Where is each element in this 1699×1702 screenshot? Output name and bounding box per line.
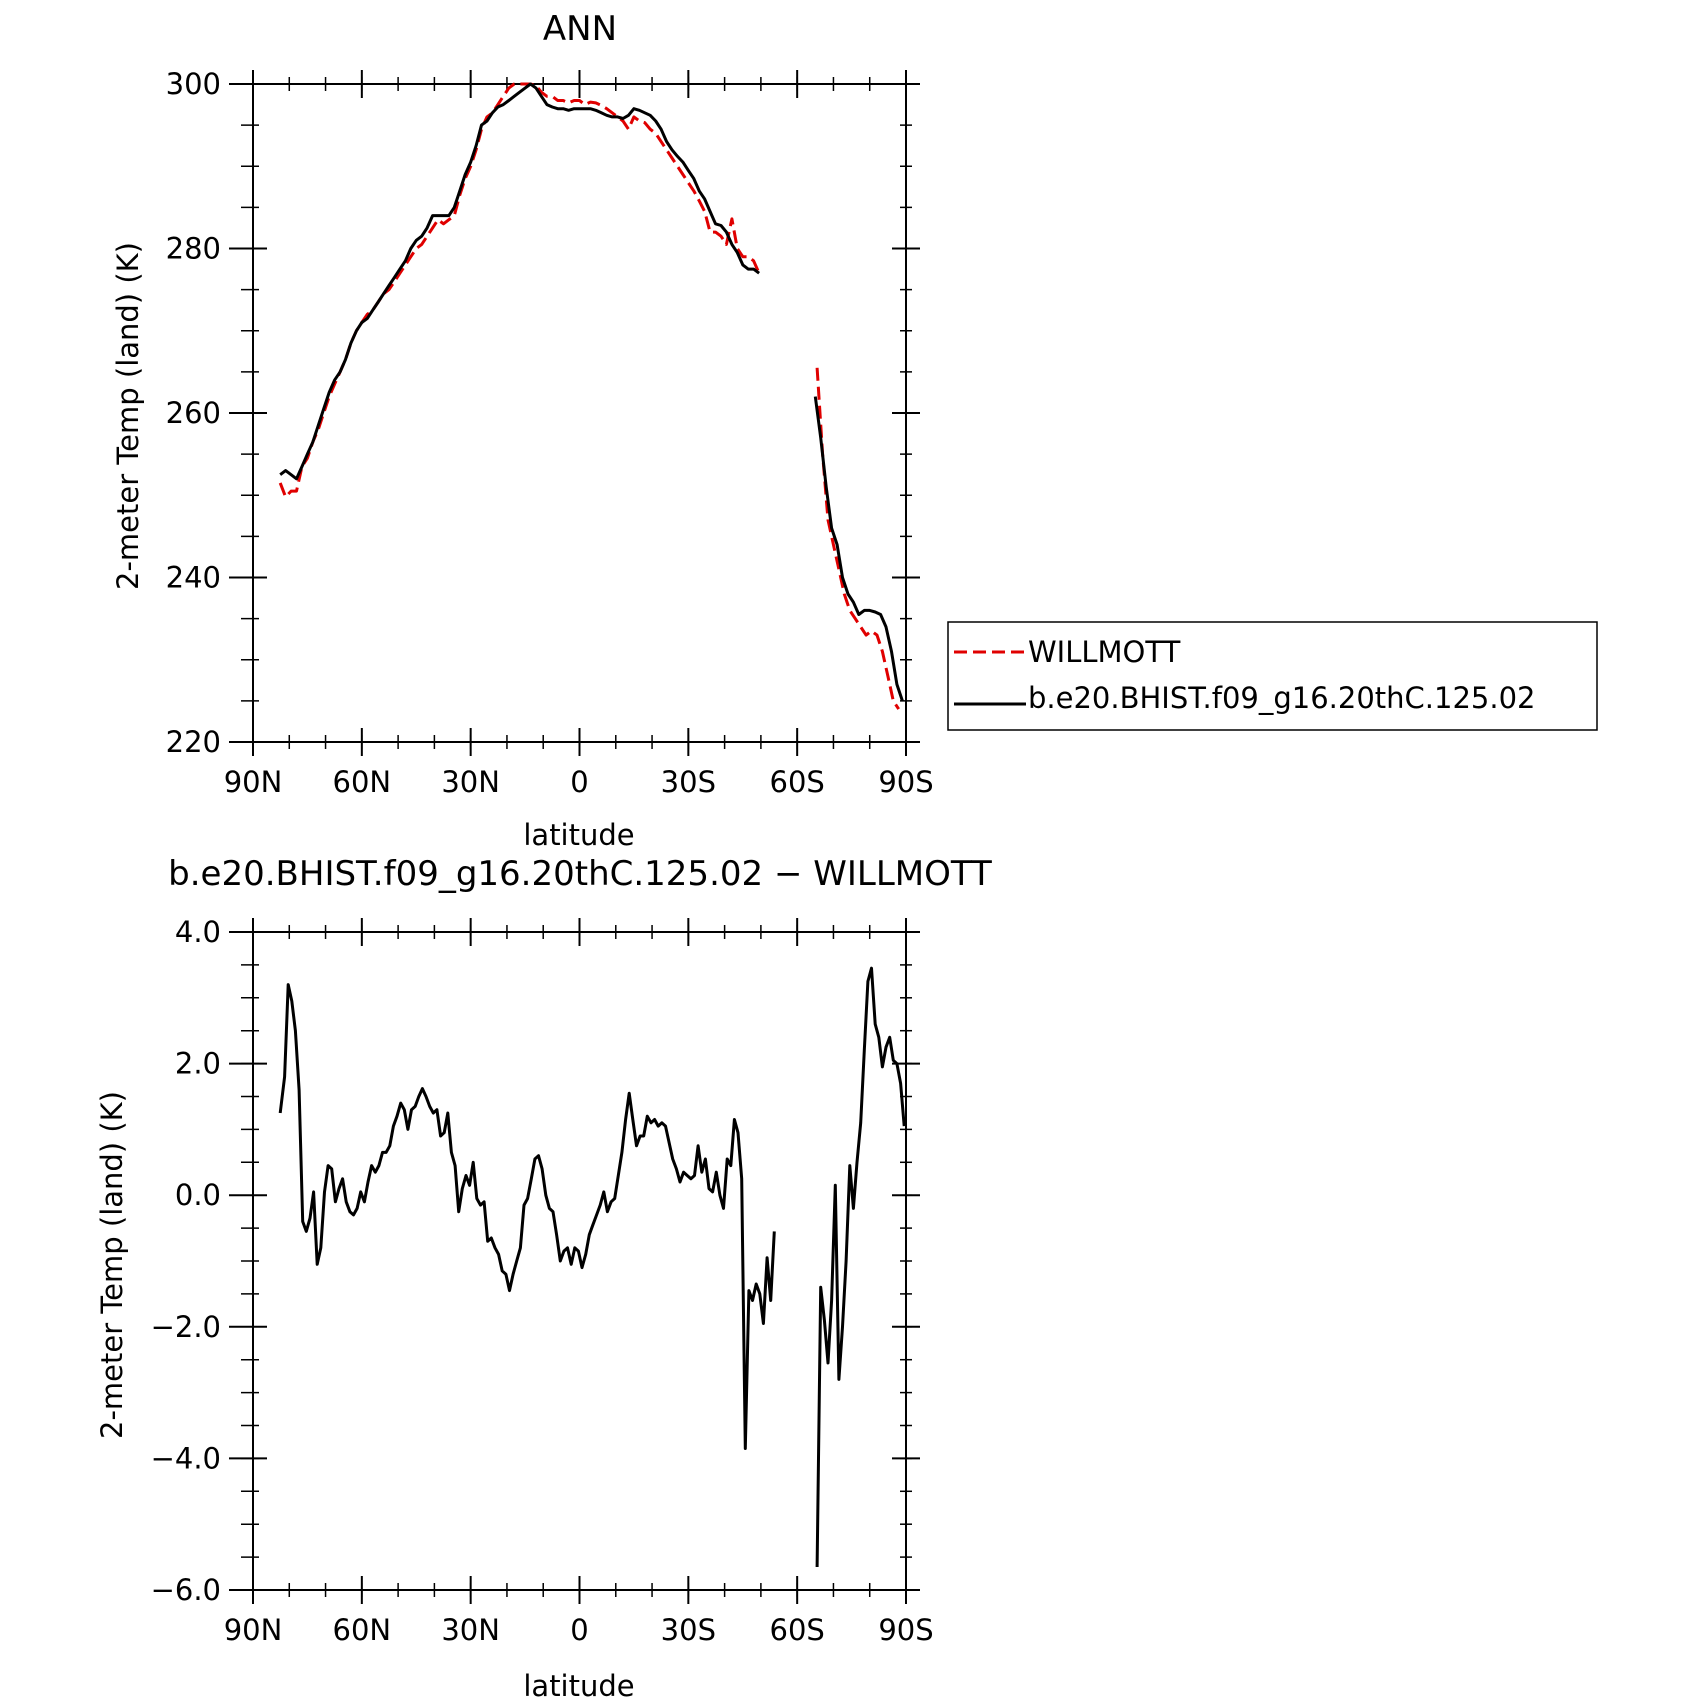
- legend: WILLMOTT b.e20.BHIST.f09_g16.20thC.125.0…: [947, 621, 1598, 731]
- plot-frame-difference: −6.0 −4.0 −2.0 0.0 2.0 4.0 90N 60N 30N 0 30S 60S 90S: [151, 915, 934, 1647]
- series-line-0-segment-1: [815, 367, 900, 710]
- series-lines-difference: [278, 966, 906, 1568]
- legend-label-willmott: WILLMOTT: [1028, 635, 1181, 669]
- legend-label-model: b.e20.BHIST.f09_g16.20thC.125.02: [1028, 681, 1535, 715]
- series-lines: [278, 82, 904, 710]
- x-tick-label: 30S: [661, 1613, 716, 1647]
- x-tick-label: 60N: [333, 1613, 392, 1647]
- plot-title: ANN: [543, 9, 617, 49]
- x-tick-label: 30N: [441, 1613, 500, 1647]
- plot-frame: 220 240 260 280 300 90N 60N 30N 0 30S 60S 90S: [166, 67, 934, 799]
- x-tick-label: 90N: [224, 1613, 283, 1647]
- temperature-plot-panel: ANN 220 240 260 280 300 90N 60N 30N 0 30S 60S 90S l…: [111, 9, 1598, 852]
- y-axis-title-difference: 2-meter Temp (land) (K): [95, 1091, 129, 1439]
- y-tick-label: 4.0: [175, 915, 221, 949]
- y-tick-label: −2.0: [151, 1310, 221, 1344]
- plot-title-difference: b.e20.BHIST.f09_g16.20thC.125.02 − WILLM…: [168, 854, 992, 894]
- legend-box: [947, 621, 1598, 731]
- x-tick-label: 90N: [224, 765, 283, 799]
- plot-border: [252, 83, 907, 743]
- y-tick-label: 240: [166, 561, 221, 595]
- y-tick-label: −6.0: [151, 1573, 221, 1607]
- y-tick-label: 220: [166, 725, 221, 759]
- series-line-0-segment-0: [278, 983, 776, 1450]
- x-tick-label: 0: [570, 1613, 588, 1647]
- x-tick-label: 60N: [333, 765, 392, 799]
- x-tick-label: 0: [570, 765, 588, 799]
- series-line-0-segment-1: [815, 966, 906, 1568]
- y-tick-label: 280: [166, 232, 221, 266]
- series-line-0-segment-0: [278, 82, 761, 499]
- x-tick-label: 90S: [878, 1613, 933, 1647]
- x-axis-title: latitude: [523, 818, 634, 852]
- y-tick-label: 2.0: [175, 1047, 221, 1081]
- x-tick-label: 90S: [878, 765, 933, 799]
- y-axis-title: 2-meter Temp (land) (K): [111, 242, 145, 590]
- x-axis-title-difference: latitude: [523, 1669, 634, 1702]
- series-line-1-segment-1: [813, 396, 904, 702]
- y-tick-label: 260: [166, 396, 221, 430]
- x-tick-label: 30S: [661, 765, 716, 799]
- y-tick-label: 300: [166, 67, 221, 101]
- y-tick-label: −4.0: [151, 1441, 221, 1475]
- series-line-1-segment-0: [279, 82, 760, 481]
- x-tick-label: 60S: [770, 1613, 825, 1647]
- difference-plot-panel: b.e20.BHIST.f09_g16.20thC.125.02 − WILLM…: [95, 854, 992, 1702]
- x-tick-label: 30N: [441, 765, 500, 799]
- x-tick-label: 60S: [770, 765, 825, 799]
- y-tick-label: 0.0: [175, 1178, 221, 1212]
